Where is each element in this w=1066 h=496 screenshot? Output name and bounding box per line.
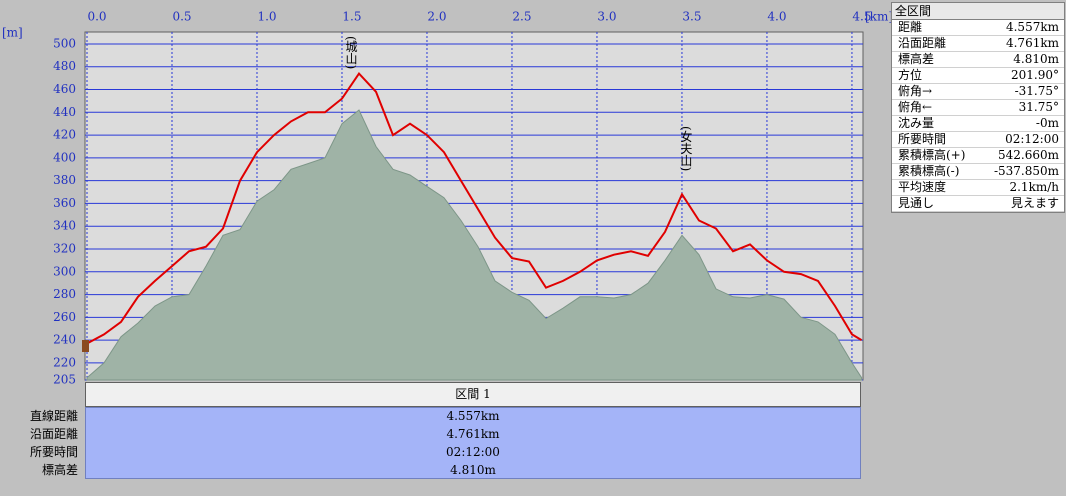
section-label: 直線距離 — [29, 409, 78, 423]
panel-value: -0m — [1035, 116, 1059, 130]
y-unit: [m] — [2, 26, 23, 40]
y-tick-label: 380 — [53, 173, 76, 187]
panel-label: 距離 — [898, 20, 923, 34]
panel-value: 見えます — [1010, 196, 1059, 210]
x-tick-label: 0.5 — [172, 10, 191, 24]
peak-label: (城山) — [344, 36, 358, 69]
section-value: 4.761km — [446, 427, 500, 441]
section-body — [85, 407, 861, 479]
panel-row: 距離 4.557km — [892, 20, 1064, 36]
panel-row: 平均速度 2.1km/h — [892, 180, 1064, 196]
x-tick-label: 1.5 — [342, 10, 361, 24]
panel-value: 4.761km — [1005, 36, 1059, 50]
panel-value: 201.90° — [1011, 68, 1059, 82]
elevation-line — [86, 72, 863, 345]
section-value: 4.810m — [450, 463, 496, 477]
panel-row: 沈み量 -0m — [892, 116, 1064, 132]
y-tick-label: 420 — [53, 128, 76, 142]
section-label: 沿面距離 — [29, 427, 78, 441]
panel-label: 標高差 — [898, 52, 935, 66]
panel-row: 方位 201.90° — [892, 68, 1064, 84]
panel-row: 標高差 4.810m — [892, 52, 1064, 68]
y-tick-label: 280 — [53, 287, 76, 301]
section-value: 4.557km — [446, 409, 500, 423]
panel-row: 累積標高(+) 542.660m — [892, 148, 1064, 164]
peak-label: (女夫山) — [679, 126, 693, 171]
y-tick-label: 320 — [53, 242, 76, 256]
y-tick-label: 340 — [53, 219, 76, 233]
y-tick-label: 500 — [53, 36, 76, 50]
x-tick-label: 4.5 — [852, 10, 871, 24]
panel-value: 542.660m — [997, 148, 1059, 162]
section-value: 02:12:00 — [446, 445, 500, 459]
panel-label: 俯角← — [898, 100, 933, 114]
section-label: 標高差 — [41, 463, 78, 477]
y-tick-label: 240 — [53, 333, 76, 347]
panel-label: 見通し — [898, 196, 935, 210]
panel-value: -31.75° — [1014, 84, 1059, 98]
y-tick-label: 260 — [53, 310, 76, 324]
panel-title: 全区間 — [892, 3, 1064, 20]
panel-label: 沿面距離 — [898, 36, 947, 50]
x-tick-label: 2.0 — [427, 10, 446, 24]
panel-row: 俯角→ -31.75° — [892, 84, 1064, 100]
y-tick-label: 480 — [53, 59, 76, 73]
y-tick-label: 400 — [53, 150, 76, 164]
panel-label: 平均速度 — [898, 180, 947, 194]
panel-value: 4.810m — [1013, 52, 1059, 66]
x-tick-label: 3.5 — [682, 10, 701, 24]
x-tick-label: 1.0 — [257, 10, 276, 24]
y-tick-label: 300 — [53, 264, 76, 278]
x-tick-label: 0.0 — [87, 10, 106, 24]
x-tick-label: 3.0 — [597, 10, 616, 24]
panel-label: 累積標高(+) — [898, 148, 966, 162]
panel-label: 所要時間 — [898, 132, 947, 146]
panel-label: 累積標高(-) — [898, 164, 960, 178]
start-marker — [82, 340, 89, 352]
y-tick-label: 360 — [53, 196, 76, 210]
panel-value: 31.75° — [1018, 100, 1059, 114]
y-tick-label: 440 — [53, 105, 76, 119]
panel-value: 2.1km/h — [1009, 180, 1059, 194]
panel-row: 沿面距離 4.761km — [892, 36, 1064, 52]
panel-value: 4.557km — [1005, 20, 1059, 34]
panel-label: 方位 — [898, 68, 923, 82]
panel-row: 見通し 見えます — [892, 196, 1064, 212]
y-tick-label: 460 — [53, 82, 76, 96]
y-tick-label: 220 — [53, 355, 76, 369]
section-title[interactable]: 区間 1 — [85, 382, 861, 407]
terrain-area — [86, 109, 863, 381]
panel-value: 02:12:00 — [1005, 132, 1059, 146]
x-tick-label: 4.0 — [767, 10, 786, 24]
panel-row: 累積標高(-) -537.850m — [892, 164, 1064, 180]
x-tick-label: 2.5 — [512, 10, 531, 24]
panel-label: 沈み量 — [898, 116, 935, 130]
y-tick-label: 205 — [53, 373, 76, 387]
panel-value: -537.850m — [993, 164, 1059, 178]
section-label: 所要時間 — [29, 445, 78, 459]
panel-row: 所要時間 02:12:00 — [892, 132, 1064, 148]
panel-row: 俯角← 31.75° — [892, 100, 1064, 116]
summary-panel: 全区間 距離 4.557km 沿面距離 4.761km 標高差 4.810m 方位 201.9… — [891, 2, 1065, 213]
x-unit: [km] — [865, 10, 893, 24]
panel-label: 俯角→ — [898, 84, 933, 98]
